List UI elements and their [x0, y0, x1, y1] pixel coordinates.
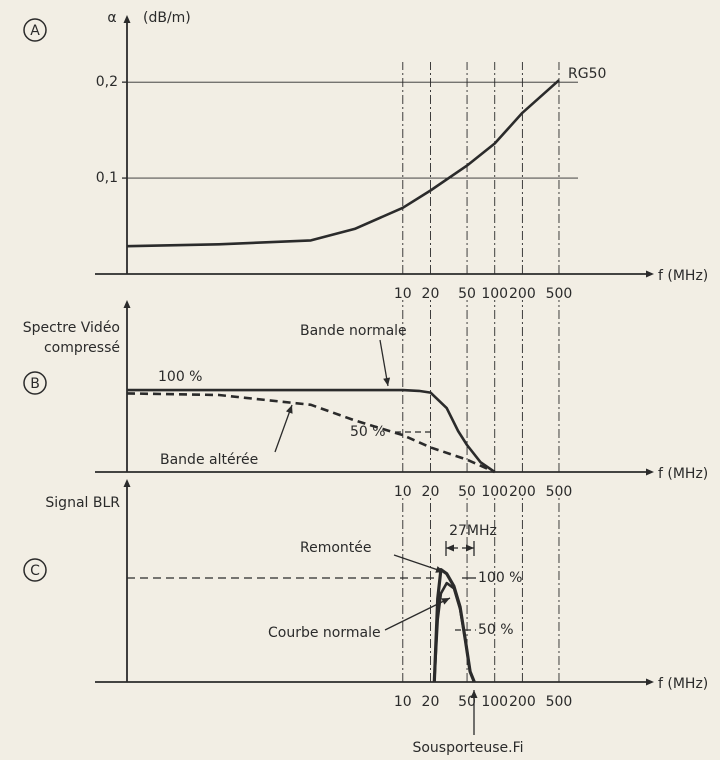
panel-letter: B: [30, 376, 40, 392]
x-tick-label: 50: [458, 286, 476, 302]
annotation: 27MHz: [449, 523, 497, 539]
y-axis-arrow: [123, 479, 131, 487]
x-axis-label: f (MHz): [658, 268, 708, 284]
y-axis-label: compressé: [44, 340, 120, 356]
series-label: RG50: [568, 66, 606, 82]
bracket-arrow-head: [466, 544, 474, 552]
series-line: [126, 392, 496, 474]
label-arrow: [393, 554, 445, 573]
x-axis-label: f (MHz): [658, 676, 708, 692]
y-axis-arrow: [123, 300, 131, 308]
x-tick-label: 10: [394, 286, 412, 302]
label-arrow-head: [383, 377, 391, 386]
series-label: Bande altérée: [160, 452, 258, 468]
x-tick-label: 100: [481, 484, 508, 500]
panel-letter: C: [30, 563, 40, 579]
x-axis-label: f (MHz): [658, 466, 708, 482]
annotation: Sousporteuse.Fi: [412, 740, 523, 756]
annotation: 50 %: [478, 622, 514, 638]
x-tick-label: 200: [509, 484, 536, 500]
annotation: 50 %: [350, 424, 386, 440]
panel-badge: [23, 558, 47, 582]
annotation: 100 %: [158, 369, 202, 385]
x-tick-label: 500: [546, 694, 573, 710]
x-axis-arrow: [646, 270, 654, 278]
x-tick-label: 200: [509, 694, 536, 710]
label-arrow: [384, 597, 451, 631]
x-tick-label: 500: [546, 286, 573, 302]
series-line: [433, 581, 476, 683]
label-arrow-head: [435, 566, 444, 573]
pointer-arrow-head: [470, 690, 478, 698]
x-tick-label: 200: [509, 286, 536, 302]
x-tick-label: 50: [458, 484, 476, 500]
bracket-arrow-head: [446, 544, 454, 552]
x-tick-label: 10: [394, 694, 412, 710]
panel-badge: [23, 18, 47, 42]
label-arrow-head: [285, 405, 293, 414]
x-axis-arrow: [646, 468, 654, 476]
y-axis-label: α: [107, 10, 116, 26]
annotation: 100 %: [478, 570, 522, 586]
series-line: [127, 388, 496, 474]
y-axis-label: Signal BLR: [45, 495, 120, 511]
x-tick-label: 100: [481, 286, 508, 302]
label-arrow-head: [441, 598, 450, 605]
x-tick-label: 100: [481, 694, 508, 710]
x-tick-label: 20: [422, 286, 440, 302]
series-line: [126, 79, 560, 248]
y-tick-label: 0,1: [96, 170, 118, 186]
x-axis-arrow: [646, 678, 654, 686]
x-tick-label: 20: [422, 484, 440, 500]
label-arrow: [274, 404, 293, 453]
series-label: Courbe normale: [268, 625, 381, 641]
y-axis-arrow: [123, 15, 131, 23]
series-label: Bande normale: [300, 323, 407, 339]
y-tick-label: 0,2: [96, 74, 118, 90]
y-axis-label: Spectre Vidéo: [23, 320, 120, 336]
panel-badge: [23, 371, 47, 395]
y-axis-label: (dB/m): [143, 10, 191, 26]
panel-letter: A: [30, 23, 40, 39]
x-tick-label: 20: [422, 694, 440, 710]
x-tick-label: 500: [546, 484, 573, 500]
series-label: Remontée: [300, 540, 372, 556]
x-tick-label: 10: [394, 484, 412, 500]
